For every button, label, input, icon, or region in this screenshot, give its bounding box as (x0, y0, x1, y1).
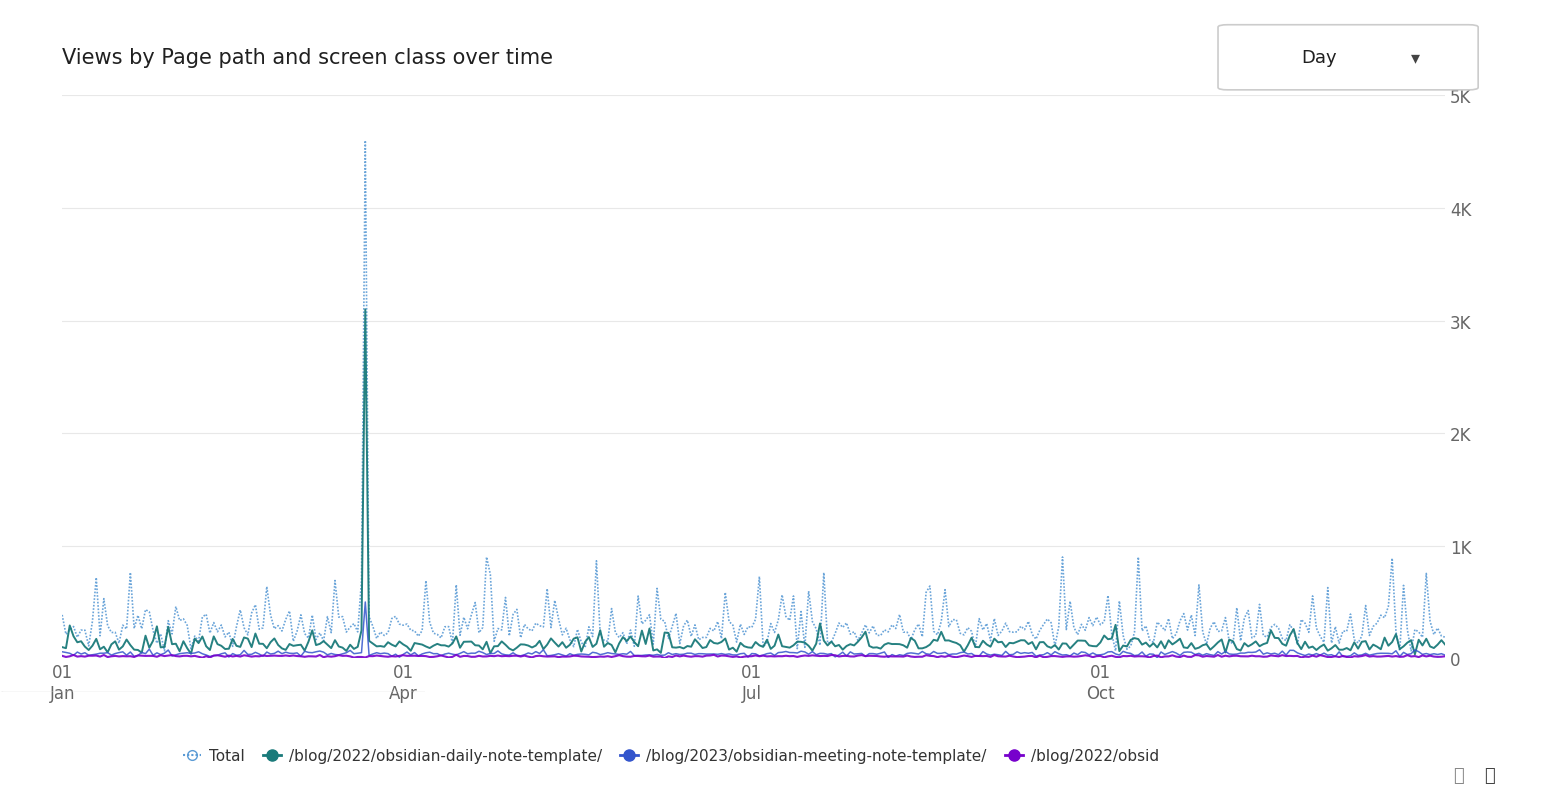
Text: 〈: 〈 (1453, 766, 1464, 784)
Total (1436, 633, 1455, 642)
Line: /blog/2022/obsid: /blog/2022/obsid (62, 655, 1445, 658)
/blog/2023/obsidian-meeting-note-template/ (190, 647, 208, 657)
/blog/2022/obsid (287, 651, 306, 661)
/blog/2022/obsid (1083, 653, 1102, 662)
/blog/2022/obsid (337, 651, 356, 661)
/blog/2023/obsidian-meeting-note-template/ (356, 597, 375, 607)
Total (190, 636, 208, 646)
/blog/2022/obsidian-daily-note-template/ (287, 641, 306, 650)
Legend: Total, /blog/2022/obsidian-daily-note-template/, /blog/2023/obsidian-meeting-not: Total, /blog/2022/obsidian-daily-note-te… (182, 748, 1159, 763)
/blog/2022/obsid (448, 650, 466, 660)
Total (337, 627, 356, 637)
/blog/2022/obsidian-daily-note-template/ (356, 305, 375, 315)
Text: Day: Day (1301, 49, 1336, 67)
/blog/2022/obsid (1436, 651, 1455, 661)
/blog/2022/obsidian-daily-note-template/ (803, 646, 822, 656)
Line: /blog/2023/obsidian-meeting-note-template/: /blog/2023/obsidian-meeting-note-templat… (62, 602, 1445, 658)
/blog/2023/obsidian-meeting-note-template/ (287, 648, 306, 658)
/blog/2022/obsidian-daily-note-template/ (1004, 638, 1023, 648)
Total (53, 610, 71, 620)
/blog/2022/obsidian-daily-note-template/ (53, 642, 71, 652)
Total (1004, 628, 1023, 638)
/blog/2023/obsidian-meeting-note-template/ (1436, 650, 1455, 660)
Total (1106, 646, 1125, 656)
Text: 〉: 〉 (1484, 766, 1495, 784)
Text: ▾: ▾ (1411, 49, 1420, 67)
/blog/2022/obsid (807, 651, 825, 661)
/blog/2022/obsid (656, 654, 674, 663)
/blog/2022/obsidian-daily-note-template/ (1405, 650, 1423, 659)
Total (803, 617, 822, 626)
Total (287, 626, 306, 636)
/blog/2023/obsidian-meeting-note-template/ (1080, 650, 1099, 660)
/blog/2023/obsidian-meeting-note-template/ (1148, 653, 1167, 662)
/blog/2022/obsid (190, 652, 208, 662)
Total (1080, 613, 1099, 622)
Line: /blog/2022/obsidian-daily-note-template/: /blog/2022/obsidian-daily-note-template/ (62, 310, 1445, 654)
/blog/2023/obsidian-meeting-note-template/ (337, 648, 356, 658)
/blog/2022/obsid (1007, 653, 1026, 662)
FancyBboxPatch shape (1218, 26, 1478, 91)
/blog/2022/obsidian-daily-note-template/ (337, 646, 356, 656)
/blog/2022/obsid (53, 651, 71, 661)
Total (356, 137, 375, 146)
Line: Total: Total (62, 141, 1445, 651)
/blog/2023/obsidian-meeting-note-template/ (803, 647, 822, 657)
/blog/2023/obsidian-meeting-note-template/ (1004, 650, 1023, 659)
/blog/2023/obsidian-meeting-note-template/ (53, 647, 71, 657)
/blog/2022/obsidian-daily-note-template/ (190, 638, 208, 648)
/blog/2022/obsidian-daily-note-template/ (1436, 640, 1455, 650)
/blog/2022/obsidian-daily-note-template/ (1080, 641, 1099, 650)
Text: ________________________________________________________________________________: ________________________________________… (0, 687, 424, 691)
Text: Views by Page path and screen class over time: Views by Page path and screen class over… (62, 48, 553, 68)
